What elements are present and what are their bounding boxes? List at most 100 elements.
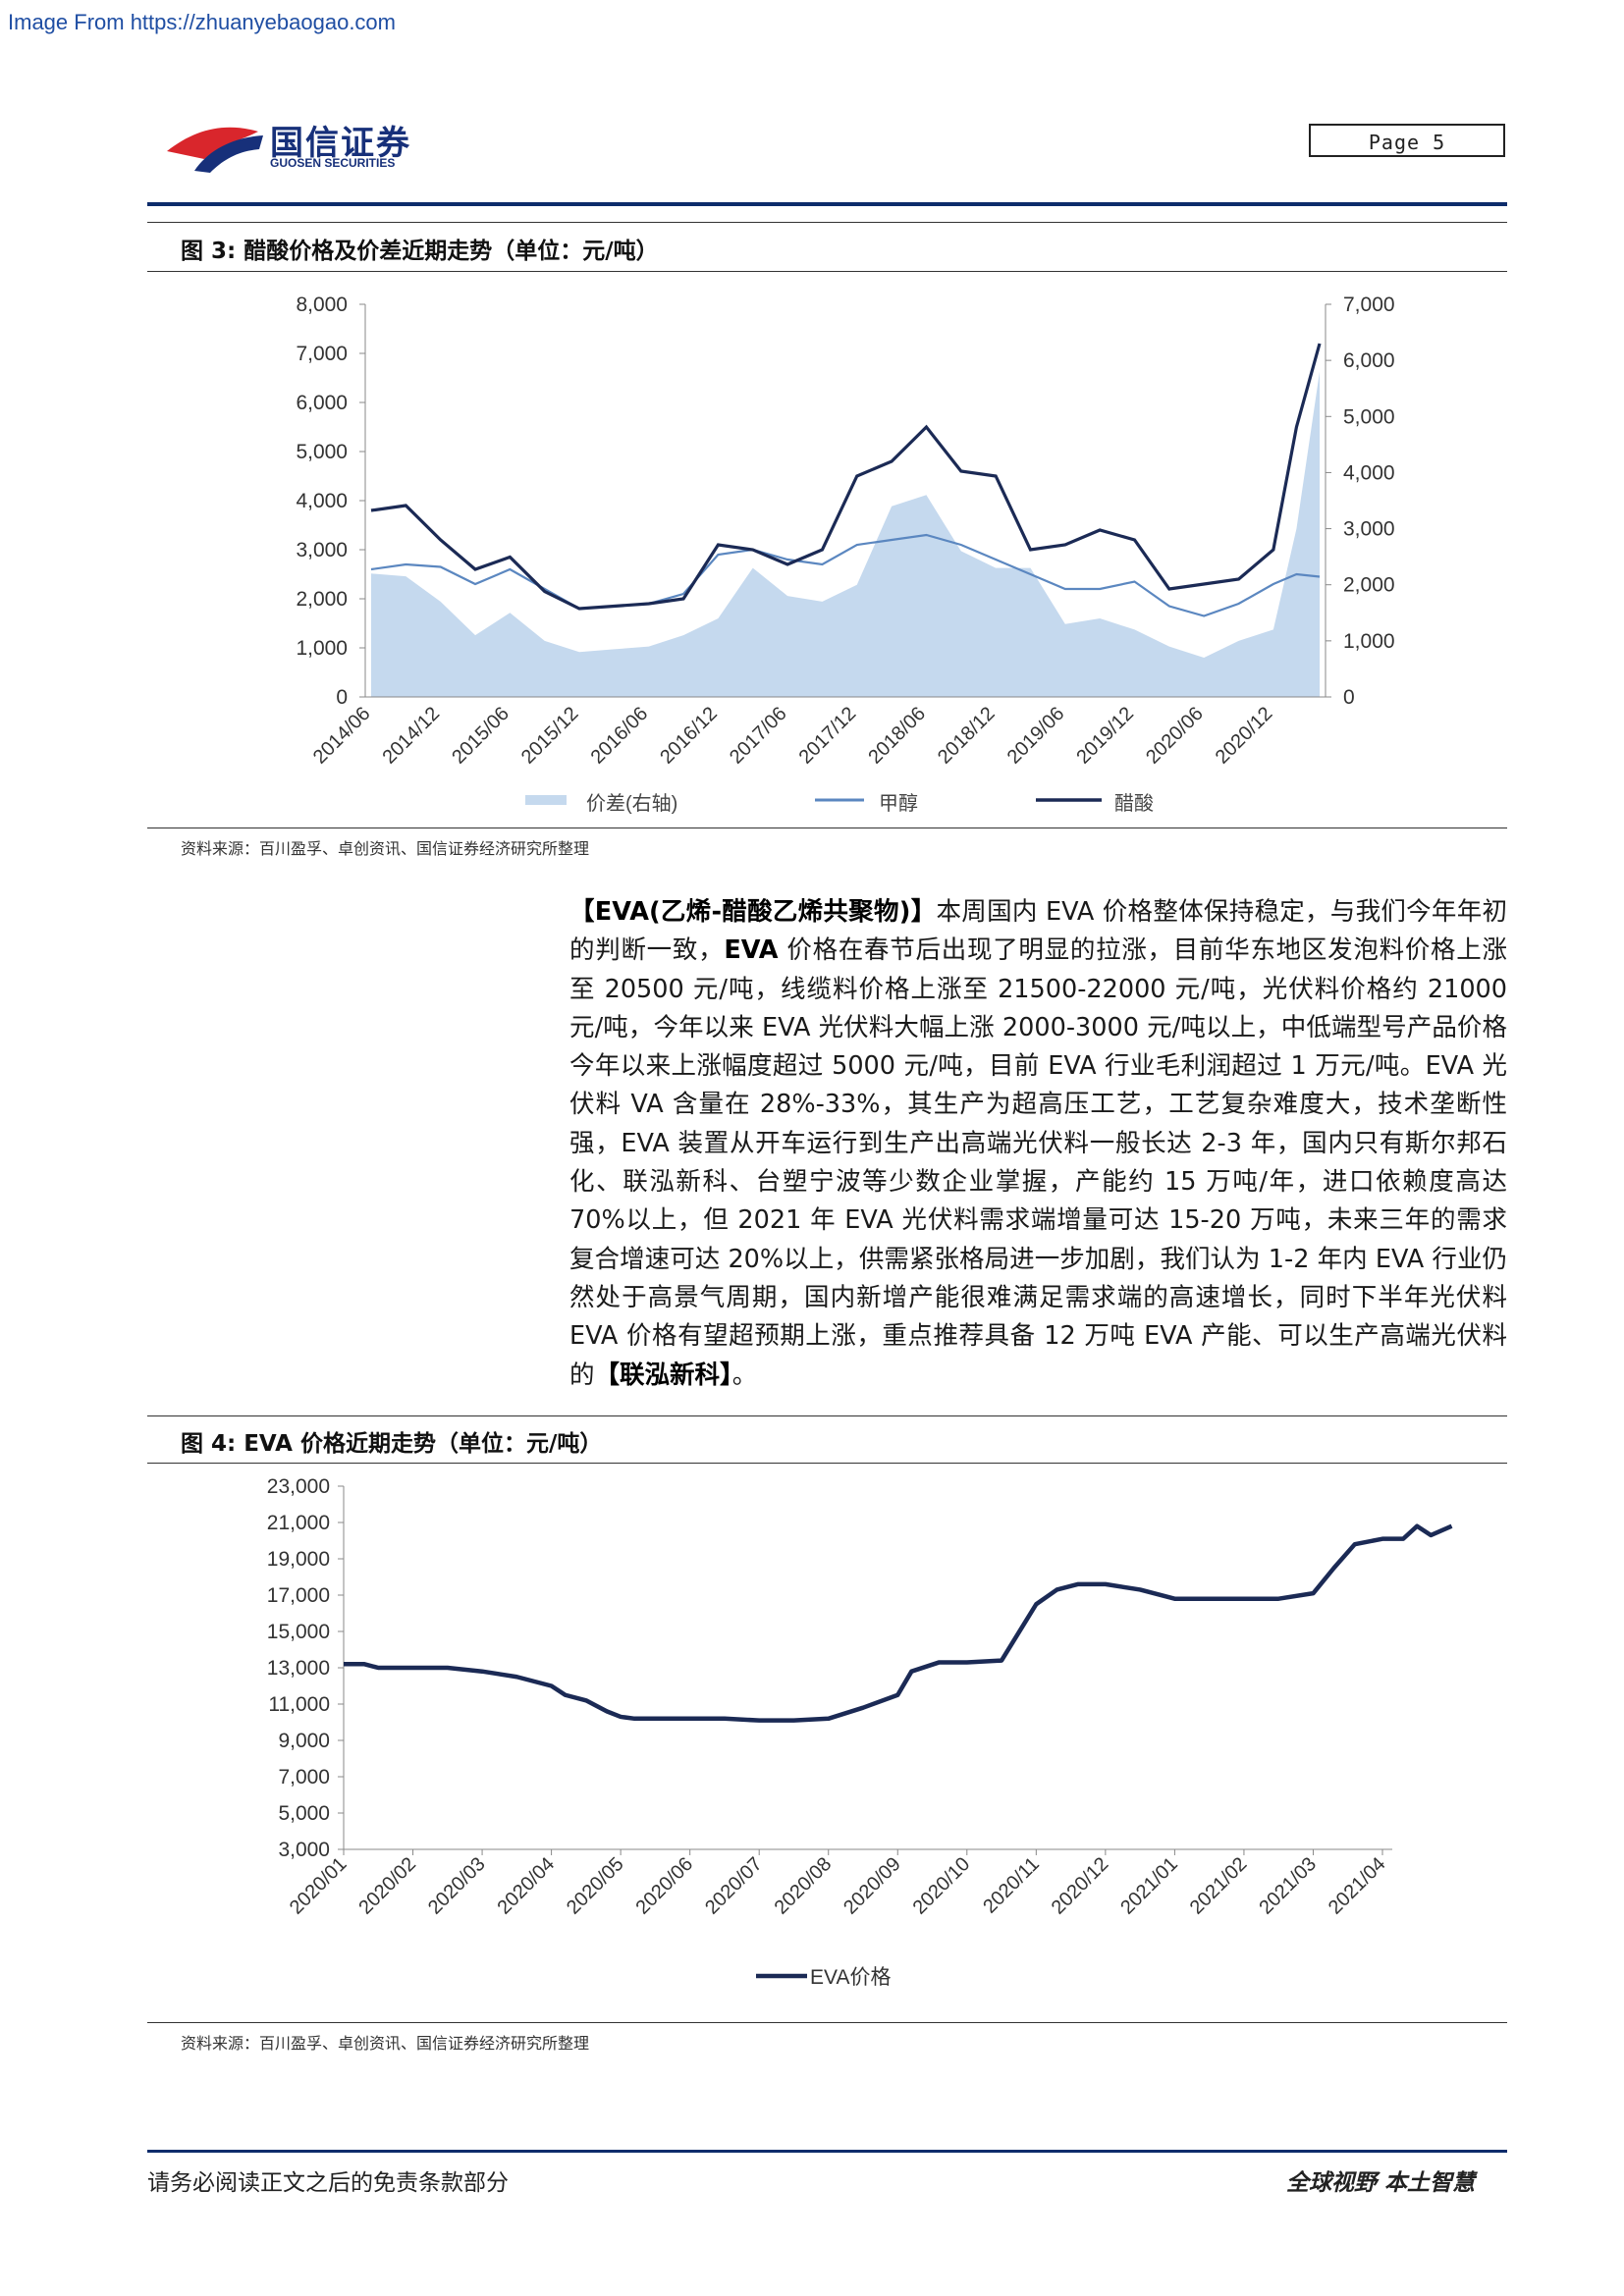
acetic-acid-chart: 8,000 7,000 6,000 5,000 4,000 3,000 2,000 1,000… [296, 294, 1395, 815]
spread-area [371, 371, 1320, 697]
paragraph-text-1: 本周国内 EVA 价格整体保持稳定，与我们今年年初的判断一致， [569, 897, 1507, 966]
legend-methanol-label: 甲醇 [879, 792, 918, 815]
x-tick-label: 2020/08 [771, 1853, 837, 1919]
watermark-text: Image From https://zhuanyebaogao.com [8, 10, 396, 34]
x-axis-labels: 2014/06 2014/12 2015/06 2015/12 2016/06 2016/… [309, 703, 1277, 769]
recommended-stock: 【联泓新科】 [594, 1360, 732, 1390]
figure3-title: 图 3: 醋酸价格及价差近期走势（单位：元/吨） [181, 239, 659, 264]
x-tick-label: 2014/12 [379, 703, 445, 769]
x-tick-label: 2021/02 [1186, 1853, 1252, 1919]
x-tick-label: 2020/07 [701, 1853, 767, 1919]
right-tick-label: 7,000 [1343, 294, 1395, 316]
left-tick-label: 5,000 [296, 441, 348, 463]
legend-acetic-label: 醋酸 [1114, 792, 1154, 815]
x-tick-label: 2020/10 [909, 1853, 975, 1919]
chart3-legend: 价差(右轴) 甲醇 醋酸 [525, 792, 1154, 815]
legend-eva-label: EVA价格 [810, 1966, 891, 1989]
y-tick-label: 3,000 [278, 1839, 330, 1861]
right-tick-label: 2,000 [1343, 574, 1395, 597]
header-rule [147, 202, 1507, 206]
figure4-title: 图 4: EVA 价格近期走势（单位：元/吨） [181, 1431, 603, 1457]
left-tick-label: 7,000 [296, 343, 348, 365]
y-tick-label: 23,000 [267, 1475, 330, 1498]
right-axis-labels: 7,000 6,000 5,000 4,000 3,000 2,000 1,000 0 [1326, 294, 1395, 709]
paragraph-text-3: 。 [731, 1360, 758, 1390]
methanol-line [370, 533, 1321, 617]
x-tick-label: 2017/12 [795, 703, 861, 769]
logo-chinese-name: 国信证券 [270, 124, 411, 163]
x-tick-label: 2018/06 [864, 703, 930, 769]
paragraph-bold-eva: EVA [724, 935, 779, 966]
y-tick-label: 5,000 [278, 1802, 330, 1825]
figure3-source: 资料来源：百川盈孚、卓创资讯、国信证券经济研究所整理 [181, 839, 590, 858]
chart4-legend: EVA价格 [756, 1966, 891, 1989]
x-tick-label: 2019/12 [1072, 703, 1138, 769]
y-tick-label: 13,000 [267, 1657, 330, 1680]
eva-price-line [344, 1523, 1453, 1723]
x-tick-label: 2014/06 [309, 703, 375, 769]
x-tick-label: 2016/12 [656, 703, 722, 769]
eva-paragraph: 【EVA(乙烯-醋酸乙烯共聚物)】本周国内 EVA 价格整体保持稳定，与我们今年… [569, 893, 1507, 1395]
x-tick-label: 2020/11 [979, 1853, 1044, 1918]
y-tick-label: 17,000 [267, 1584, 330, 1607]
x-tick-label: 2020/01 [286, 1853, 352, 1919]
right-tick-label: 3,000 [1343, 518, 1395, 541]
x-tick-label: 2018/12 [934, 703, 1000, 769]
right-tick-label: 0 [1343, 686, 1355, 709]
y-tick-label: 15,000 [267, 1621, 330, 1643]
y-tick-label: 9,000 [278, 1730, 330, 1752]
x-tick-label: 2021/04 [1325, 1853, 1390, 1919]
x-axis-labels: 2020/01 2020/02 2020/03 2020/04 2020/05 2020/… [286, 1853, 1390, 1919]
page-number-box: Page 5 [1309, 124, 1505, 157]
left-tick-label: 4,000 [296, 490, 348, 512]
legend-spread-label: 价差(右轴) [586, 792, 677, 815]
y-tick-label: 21,000 [267, 1512, 330, 1534]
left-tick-label: 3,000 [296, 539, 348, 561]
figure4-title-rule [147, 1463, 1507, 1464]
x-tick-label: 2017/06 [726, 703, 791, 769]
x-tick-label: 2020/12 [1212, 703, 1277, 769]
x-tick-label: 2020/06 [1142, 703, 1208, 769]
x-axis-ticks [343, 1849, 1383, 1855]
legend-spread-swatch [525, 795, 567, 805]
x-tick-label: 2020/12 [1048, 1853, 1113, 1919]
figure3-title-rule [147, 271, 1507, 272]
x-tick-label: 2021/01 [1116, 1853, 1182, 1919]
figure4-bottom-rule [147, 2022, 1507, 2023]
x-tick-label: 2016/06 [587, 703, 653, 769]
guosen-logo [167, 127, 263, 173]
company-slogan: 全球视野 本土智慧 [1286, 2169, 1476, 2196]
left-tick-label: 0 [336, 686, 348, 709]
y-axis-labels: 23,000 21,000 19,000 17,000 15,000 13,000 11,0… [267, 1475, 344, 1861]
x-tick-label: 2020/09 [839, 1853, 905, 1919]
x-tick-label: 2015/06 [448, 703, 514, 769]
x-tick-label: 2020/04 [493, 1853, 559, 1919]
y-tick-label: 19,000 [267, 1548, 330, 1571]
x-tick-label: 2020/06 [632, 1853, 698, 1919]
left-tick-label: 6,000 [296, 392, 348, 414]
left-tick-label: 1,000 [296, 637, 348, 660]
left-axis-labels: 8,000 7,000 6,000 5,000 4,000 3,000 2,000 1,000… [296, 294, 365, 709]
x-tick-label: 2021/03 [1255, 1853, 1321, 1919]
figure4-source: 资料来源：百川盈孚、卓创资讯、国信证券经济研究所整理 [181, 2034, 590, 2053]
figure3-top-rule [147, 222, 1507, 223]
y-tick-label: 7,000 [278, 1766, 330, 1789]
y-tick-label: 11,000 [268, 1693, 330, 1716]
left-tick-label: 8,000 [296, 294, 348, 316]
x-tick-label: 2020/03 [424, 1853, 490, 1919]
right-tick-label: 5,000 [1343, 405, 1395, 428]
x-tick-label: 2020/05 [563, 1853, 628, 1919]
right-tick-label: 6,000 [1343, 349, 1395, 372]
right-tick-label: 1,000 [1343, 630, 1395, 653]
acetic-acid-line [370, 343, 1322, 611]
x-tick-label: 2020/02 [354, 1853, 420, 1919]
x-tick-label: 2019/06 [1003, 703, 1069, 769]
right-tick-label: 4,000 [1343, 461, 1395, 484]
x-tick-label: 2015/12 [517, 703, 583, 769]
eva-heading: 【EVA(乙烯-醋酸乙烯共聚物)】 [569, 897, 937, 927]
left-tick-label: 2,000 [296, 588, 348, 611]
logo-english-name: GUOSEN SECURITIES [270, 156, 396, 170]
disclaimer-note: 请务必阅读正文之后的免责条款部分 [147, 2170, 509, 2196]
eva-price-chart: 23,000 21,000 19,000 17,000 15,000 13,000 11,0… [267, 1475, 1453, 1989]
paragraph-text-2: 价格在春节后出现了明显的拉涨，目前华东地区发泡料价格上涨至 20500 元/吨，… [569, 935, 1507, 1390]
